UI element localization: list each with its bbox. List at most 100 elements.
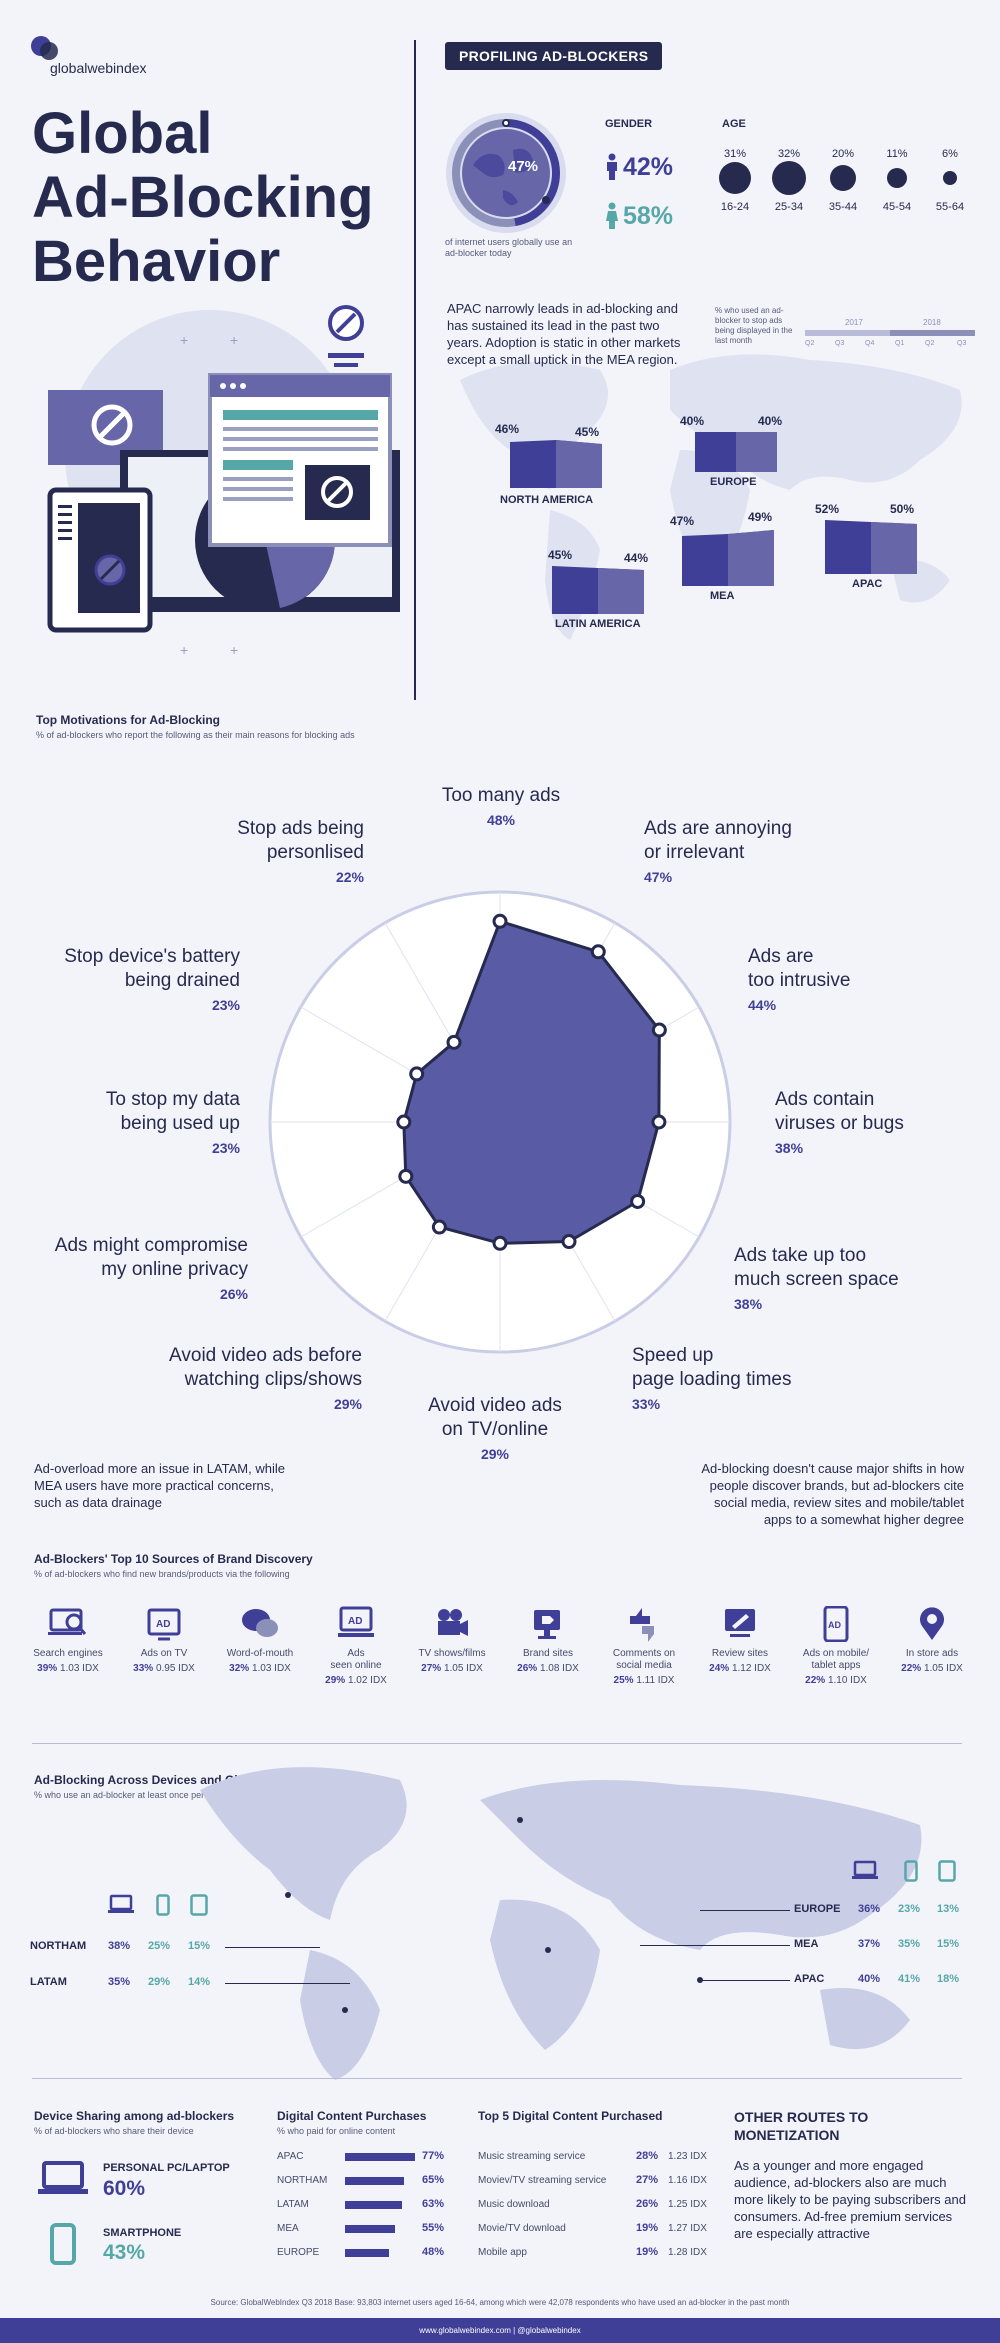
devices-subtitle: % who use an ad-blocker at least once pe…: [34, 1790, 232, 1800]
devices-world-map: [200, 1767, 922, 2080]
device-row-connector: [700, 1980, 790, 1981]
purchase-region: MEA: [277, 2223, 299, 2234]
device-laptop-pct: 36%: [858, 1903, 881, 1915]
radar-label-text: To stop my data: [105, 1089, 240, 1110]
age-pct: 6%: [942, 148, 958, 160]
discovery-value: 39% 1.03 IDX: [22, 1663, 114, 1674]
region-start-pct: 46%: [495, 422, 520, 436]
age-pct: 11%: [886, 148, 908, 160]
region-label: MEA: [710, 590, 735, 602]
section-divider: [32, 2078, 962, 2079]
discovery-label: In store ads: [905, 1648, 959, 1659]
laptop-icon: [38, 2161, 88, 2194]
age-group: 6% 55-64: [930, 148, 970, 213]
radar-label-too-many-ads: Too many ads 48%: [436, 784, 566, 828]
radar-label-text: being used up: [120, 1113, 240, 1134]
age-group: 32% 25-34: [769, 148, 809, 213]
purchase-row: NORTHAM 65%: [277, 2174, 457, 2190]
discovery-item-social-comments: Comments on social media 25% 1.11 IDX: [598, 1606, 690, 1686]
discovery-item-word-of-mouth: Word-of-mouth 32% 1.03 IDX: [214, 1606, 306, 1674]
age-chart: 31% 16-24 32% 25-34 20% 35-44 11% 45-54 …: [715, 148, 975, 228]
tablet-icon: [190, 1894, 208, 1916]
radar-label-value: 23%: [211, 1140, 240, 1156]
device-row-region: MEA: [794, 1938, 819, 1950]
discovery-label: Brand sites: [522, 1648, 574, 1659]
device-phone-pct: 29%: [148, 1976, 171, 1988]
radar-point: [409, 1066, 425, 1082]
top5-item: Music streaming service: [478, 2151, 586, 2162]
sharing-phone-label: SMARTPHONE: [103, 2227, 182, 2239]
radar-label-value: 48%: [486, 812, 516, 828]
discovery-label: Ads on mobile/: [802, 1648, 870, 1659]
top5-pct: 26%: [636, 2198, 659, 2210]
devices-right-icons: [848, 1860, 968, 1882]
discovery-value: 32% 1.03 IDX: [214, 1663, 306, 1674]
male-icon: [607, 153, 617, 180]
radar-point: [590, 944, 606, 960]
radar-label-text: being drained: [124, 970, 240, 991]
radar-label-text: Speed up: [632, 1345, 714, 1366]
device-phone-pct: 35%: [898, 1938, 921, 1950]
top5-row: Mobile app 19% 1.28 IDX: [478, 2246, 718, 2262]
smartphone-icon: [50, 2223, 76, 2265]
chat-icon: [240, 1606, 280, 1642]
motivations-title: Top Motivations for Ad-Blocking: [36, 713, 220, 727]
radar-label-text: personlised: [266, 842, 364, 863]
device-tablet-pct: 13%: [937, 1903, 960, 1915]
device-laptop-pct: 40%: [858, 1973, 881, 1985]
smartphone-icon: [156, 1894, 170, 1916]
radar-label-text: Ads are: [748, 946, 814, 967]
radar-points: [396, 913, 667, 1251]
region-label: EUROPE: [710, 476, 757, 488]
routes-title-line1: OTHER ROUTES TO: [734, 2109, 869, 2125]
age-pct: 20%: [831, 148, 855, 160]
purchase-pct: 55%: [422, 2222, 445, 2234]
age-group: 11% 45-54: [877, 148, 917, 213]
sharing-pc-label: PERSONAL PC/LAPTOP: [103, 2162, 230, 2174]
purchases-title: Digital Content Purchases: [277, 2109, 427, 2123]
laptop-icon: [852, 1860, 878, 1879]
top5-item: Movie/TV download: [478, 2223, 566, 2234]
note-left: Ad-overload more an issue in LATAM, whil…: [34, 1461, 285, 1510]
purchase-row: APAC 77%: [277, 2150, 457, 2166]
region-start-pct: 47%: [670, 514, 695, 528]
purchase-pct: 65%: [422, 2174, 445, 2186]
radar-label-intrusive: Ads are too intrusive 44%: [748, 945, 948, 1013]
region-end-pct: 40%: [758, 414, 783, 428]
footer-bar: www.globalwebindex.com | @globalwebindex: [0, 2318, 1000, 2343]
device-row-connector: [225, 1947, 320, 1948]
discovery-label: Comments on: [612, 1648, 676, 1659]
discovery-item-brand-sites: Brand sites 26% 1.08 IDX: [502, 1606, 594, 1674]
globe-pct: 47%: [508, 158, 539, 175]
discovery-item-search: Search engines 39% 1.03 IDX: [22, 1606, 114, 1674]
legend-quarter: Q3: [835, 340, 845, 347]
radar-label-value: 22%: [335, 869, 364, 885]
camera-icon: [432, 1606, 472, 1642]
age-group: 20% 35-44: [823, 148, 863, 213]
top5-title: Top 5 Digital Content Purchased: [478, 2109, 663, 2123]
discovery-item-in-store: In store ads 22% 1.05 IDX: [886, 1606, 978, 1674]
purchase-row: LATAM 63%: [277, 2198, 457, 2214]
radar-point: [396, 1114, 412, 1130]
discovery-item-review-sites: Review sites 24% 1.12 IDX: [694, 1606, 786, 1674]
svg-text:AD: AD: [156, 1619, 170, 1630]
top5-item: Music download: [478, 2199, 550, 2210]
regions-legend: 2017 2018 Q2 Q3 Q4 Q1 Q2 Q3: [805, 318, 975, 358]
radar-label-text: page loading times: [632, 1369, 792, 1390]
radar-label-data: To stop my data being used up 23%: [40, 1088, 240, 1156]
device-phone-pct: 25%: [148, 1940, 171, 1952]
age-range: 25-34: [774, 201, 804, 213]
radar-point: [398, 1168, 414, 1184]
discovery-value: 26% 1.08 IDX: [502, 1663, 594, 1674]
device-phone-pct: 41%: [898, 1973, 921, 1985]
discovery-pct: 29%: [325, 1675, 346, 1686]
discovery-label: Search engines: [33, 1648, 103, 1659]
sharing-phone-pct: 43%: [103, 2241, 146, 2264]
legend-quarter: Q1: [895, 340, 905, 347]
footer-text: www.globalwebindex.com | @globalwebindex: [419, 2326, 581, 2335]
region-label: LATIN AMERICA: [555, 618, 641, 630]
radar-label-text: Ads contain: [775, 1089, 875, 1110]
discovery-idx: 1.08 IDX: [539, 1663, 579, 1674]
discovery-pct: 33%: [133, 1663, 154, 1674]
sharing-title: Device Sharing among ad-blockers: [34, 2109, 235, 2123]
